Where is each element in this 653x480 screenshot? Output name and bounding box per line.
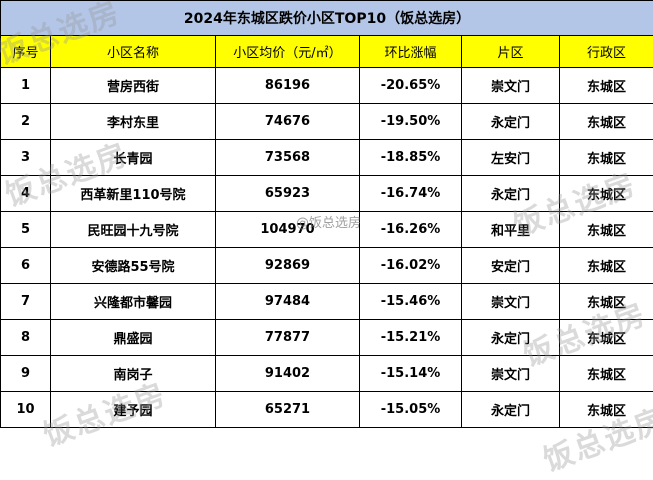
cell-community-name: 安德路55号院	[51, 248, 216, 284]
cell-area: 永定门	[462, 320, 560, 356]
cell-avg-price: 77877	[216, 320, 360, 356]
header-avg-price: 小区均价（元/㎡）	[216, 36, 360, 68]
cell-district: 东城区	[560, 248, 653, 284]
cell-change: -15.14%	[360, 356, 462, 392]
cell-index: 3	[1, 140, 51, 176]
cell-change: -16.02%	[360, 248, 462, 284]
cell-avg-price: 86196	[216, 68, 360, 104]
cell-district: 东城区	[560, 320, 653, 356]
cell-community-name: 西革新里110号院	[51, 176, 216, 212]
cell-index: 7	[1, 284, 51, 320]
cell-community-name: 南岗子	[51, 356, 216, 392]
cell-avg-price: 73568	[216, 140, 360, 176]
cell-avg-price: 65923	[216, 176, 360, 212]
cell-index: 4	[1, 176, 51, 212]
cell-community-name: 兴隆都市馨园	[51, 284, 216, 320]
cell-community-name: 营房西街	[51, 68, 216, 104]
cell-index: 6	[1, 248, 51, 284]
header-area: 片区	[462, 36, 560, 68]
cell-change: -19.50%	[360, 104, 462, 140]
cell-avg-price: 92869	[216, 248, 360, 284]
cell-community-name: 李村东里	[51, 104, 216, 140]
cell-index: 9	[1, 356, 51, 392]
cell-avg-price: 97484	[216, 284, 360, 320]
header-community-name: 小区名称	[51, 36, 216, 68]
cell-area: 永定门	[462, 176, 560, 212]
header-change: 环比涨幅	[360, 36, 462, 68]
cell-index: 8	[1, 320, 51, 356]
cell-index: 2	[1, 104, 51, 140]
cell-area: 永定门	[462, 392, 560, 428]
cell-index: 10	[1, 392, 51, 428]
cell-community-name: 建予园	[51, 392, 216, 428]
cell-change: -15.05%	[360, 392, 462, 428]
cell-district: 东城区	[560, 176, 653, 212]
cell-community-name: 长青园	[51, 140, 216, 176]
header-index: 序号	[1, 36, 51, 68]
cell-area: 崇文门	[462, 356, 560, 392]
cell-avg-price: 65271	[216, 392, 360, 428]
cell-avg-price: 104970	[216, 212, 360, 248]
cell-district: 东城区	[560, 104, 653, 140]
cell-change: -16.26%	[360, 212, 462, 248]
cell-community-name: 鼎盛园	[51, 320, 216, 356]
cell-area: 安定门	[462, 248, 560, 284]
cell-area: 永定门	[462, 104, 560, 140]
cell-change: -15.46%	[360, 284, 462, 320]
table-title: 2024年东城区跌价小区TOP10（饭总选房）	[1, 1, 653, 36]
table-title-row: 2024年东城区跌价小区TOP10（饭总选房）	[1, 1, 653, 36]
cell-district: 东城区	[560, 284, 653, 320]
cell-change: -15.21%	[360, 320, 462, 356]
table-header-row: 序号 小区名称 小区均价（元/㎡） 环比涨幅 片区 行政区	[1, 36, 653, 68]
cell-district: 东城区	[560, 140, 653, 176]
cell-area: 左安门	[462, 140, 560, 176]
header-district: 行政区	[560, 36, 653, 68]
cell-change: -16.74%	[360, 176, 462, 212]
cell-index: 1	[1, 68, 51, 104]
cell-district: 东城区	[560, 68, 653, 104]
cell-avg-price: 91402	[216, 356, 360, 392]
cell-district: 东城区	[560, 356, 653, 392]
cell-community-name: 民旺园十九号院	[51, 212, 216, 248]
price-table-sheet: 2024年东城区跌价小区TOP10（饭总选房） 序号 小区名称 小区均价（元/㎡…	[0, 0, 653, 448]
cell-area: 崇文门	[462, 284, 560, 320]
cell-index: 5	[1, 212, 51, 248]
cell-avg-price: 74676	[216, 104, 360, 140]
cell-district: 东城区	[560, 212, 653, 248]
cell-area: 崇文门	[462, 68, 560, 104]
price-drop-table: 2024年东城区跌价小区TOP10（饭总选房） 序号 小区名称 小区均价（元/㎡…	[0, 0, 653, 428]
cell-district: 东城区	[560, 392, 653, 428]
cell-change: -18.85%	[360, 140, 462, 176]
cell-change: -20.65%	[360, 68, 462, 104]
cell-area: 和平里	[462, 212, 560, 248]
